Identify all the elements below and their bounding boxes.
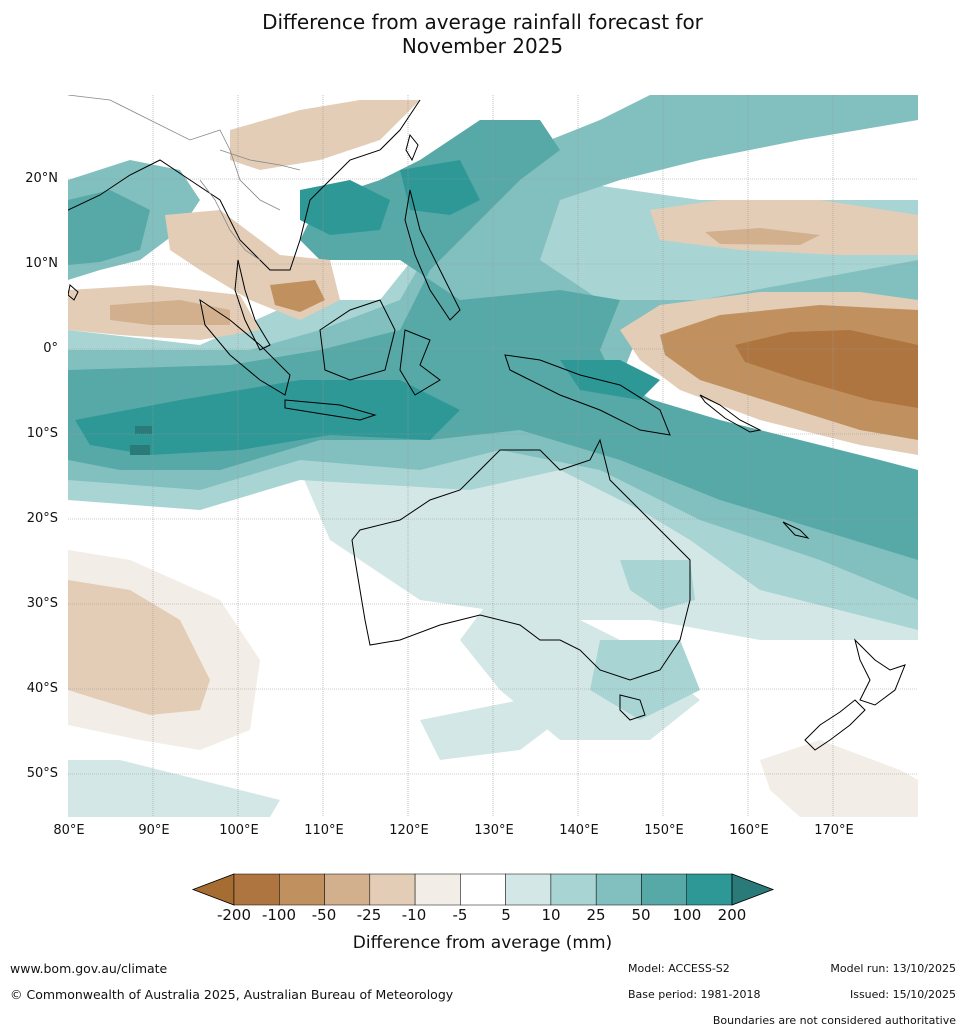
colorbar-segment [369,873,416,906]
coastline-sri-lanka [68,284,79,301]
colorbar-label: -25 [356,906,382,924]
colorbar-label: 25 [586,906,606,924]
colorbar-segment [595,873,642,906]
anomaly-region-indian-ocean-core [75,380,460,455]
coastline-new-caledonia [782,521,810,539]
colorbar-label: 200 [717,906,747,924]
lon-label-110e: 110°E [304,823,344,838]
colorbar-segment [414,873,461,906]
lat-label-10s: 10°S [26,426,58,441]
colorbar-label: -50 [311,906,337,924]
colorbar-extend-high [731,873,775,906]
lat-label-0: 0° [43,341,58,356]
anomaly-region-bay-of-bengal-dry-2 [110,300,230,325]
colorbar-label: 5 [501,906,511,924]
lon-label-150e: 150°E [644,823,684,838]
map-area [68,95,918,817]
coastline-borneo [319,299,396,381]
lat-label-40s: 40°S [26,681,58,696]
coastline-philippines [404,189,461,321]
lat-label-10n: 10°N [25,256,58,271]
coastlines [68,99,906,751]
anomaly-region-se-aus-mid [590,560,700,720]
coastline-solomons [699,394,762,433]
footer-issued: Issued: 15/10/2025 [849,988,956,1001]
colorbar-title: Difference from average (mm) [352,933,613,953]
footer-model-run: Model run: 13/10/2025 [830,962,956,975]
anomaly-region-se-asia-dry-2 [270,280,325,312]
lon-label-80e: 80°E [53,823,85,838]
map-title: Difference from average rainfall forecas… [0,10,965,58]
coastline-new-guinea [504,354,671,436]
coastline-asia-mainland [68,99,421,271]
coastline-australia [351,438,691,681]
colorbar-segment [233,873,280,906]
colorbar-label: -100 [261,906,297,924]
anomaly-region-north-pacific-dry-2 [705,228,820,245]
anomaly-region-indian-ocean-core-2 [130,426,152,455]
colorbar-extend-low [191,873,235,906]
colorbar-segment [505,873,552,906]
anomaly-region-central-pacific-dry-3 [735,330,918,408]
coastline-java [284,399,377,421]
colorbar-segment [279,873,325,906]
lat-label-30s: 30°S [26,596,58,611]
footer-copyright: © Commonwealth of Australia 2025, Austra… [10,987,454,1002]
lon-label-140e: 140°E [559,823,599,838]
title-line-2: November 2025 [401,34,564,58]
footer-website[interactable]: www.bom.gov.au/climate [10,961,168,976]
colorbar-label: -200 [216,906,252,924]
coastline-tasmania [619,694,646,721]
lat-label-20s: 20°S [26,511,58,526]
footer-base-period: Base period: 1981-2018 [628,988,761,1001]
anomaly-region-southern-indian-dry-2 [68,580,210,715]
colorbar-segment [460,873,506,906]
colorbar-segment [686,873,733,906]
colorbar-label: 10 [541,906,561,924]
anomaly-region-nz-dry [760,740,918,817]
colorbar-segment [324,873,371,906]
lon-label-120e: 120°E [389,823,429,838]
colorbar-label: 50 [631,906,651,924]
lon-label-130e: 130°E [474,823,514,838]
coastline-malay-peninsula [234,259,271,351]
colorbar-label: -5 [452,906,468,924]
anomaly-region-tasman-wet [420,700,560,760]
graticule [68,95,918,817]
lon-label-90e: 90°E [138,823,170,838]
lon-label-170e: 170°E [814,823,854,838]
colorbar-segment [550,873,597,906]
anomaly-region-east-asia-dry [230,100,420,170]
lon-label-160e: 160°E [729,823,769,838]
colorbar [191,873,775,906]
colorbar-label: -10 [401,906,427,924]
anomaly-region-north-teal-strong [68,190,150,265]
colorbar-segment [641,873,687,906]
coastline-south-island-nz [804,699,866,751]
footer-model: Model: ACCESS-S2 [628,962,730,975]
coastline-sulawesi [399,329,441,396]
coastline-taiwan [405,133,419,162]
anomaly-region-philippine-sea [400,160,480,215]
country-borders [68,95,301,261]
lat-label-20n: 20°N [25,171,58,186]
title-line-1: Difference from average rainfall forecas… [262,10,703,34]
coastline-north-island-nz [854,638,906,706]
lat-label-50s: 50°S [26,766,58,781]
lon-label-100e: 100°E [219,823,259,838]
anomaly-region-png-core [300,180,660,400]
coastline-sumatra [199,298,291,396]
footer-disclaimer: Boundaries are not considered authoritat… [712,1014,956,1027]
colorbar-label: 100 [672,906,702,924]
